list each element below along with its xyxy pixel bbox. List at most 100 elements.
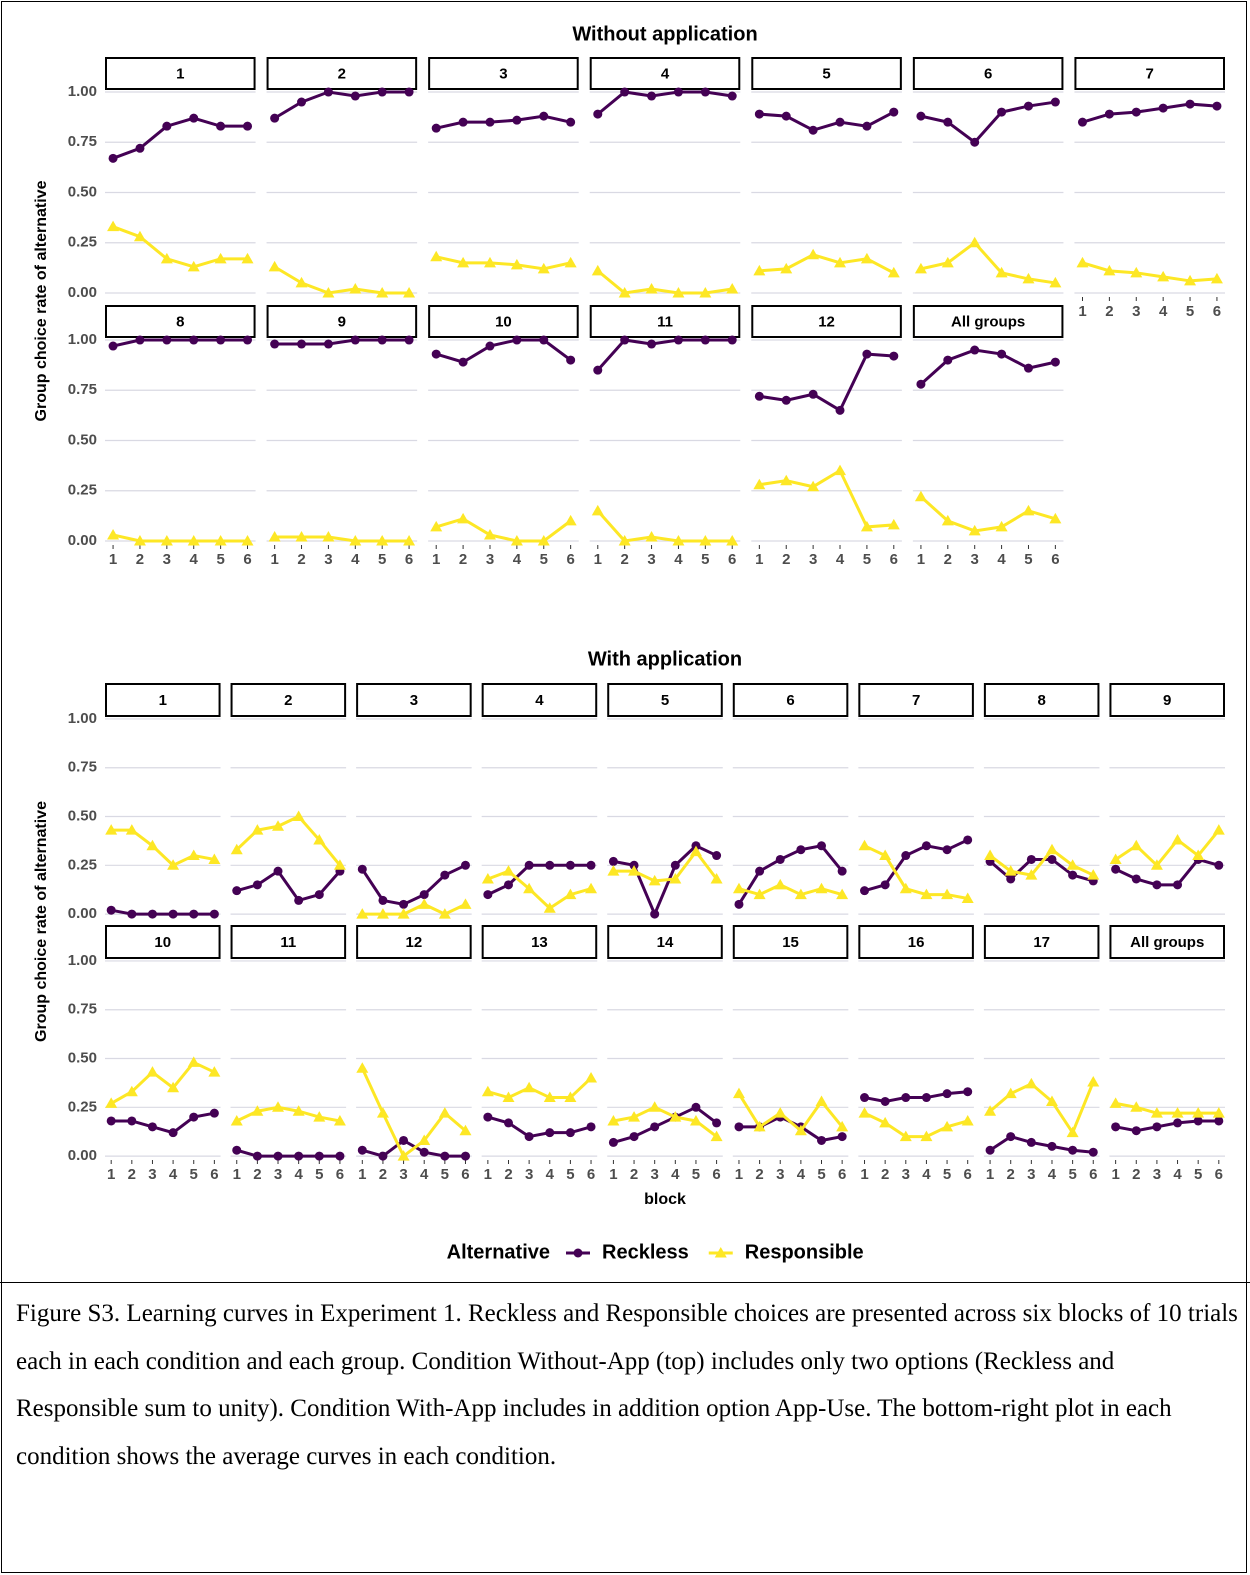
y-tick-label: 1.00	[68, 331, 97, 348]
series-line	[236, 1148, 340, 1158]
point	[252, 1151, 262, 1161]
panel-title: 7	[1146, 65, 1154, 82]
x-tick-label: 1	[986, 1166, 994, 1183]
point	[995, 520, 1008, 532]
x-tick-label: 3	[1027, 1166, 1035, 1183]
point	[430, 520, 443, 532]
point	[135, 335, 145, 345]
x-tick-label: 6	[1089, 1166, 1097, 1183]
point	[133, 230, 146, 242]
panel-title: 7	[912, 692, 920, 709]
point	[645, 282, 658, 294]
point	[565, 860, 575, 870]
point	[357, 1145, 367, 1155]
point	[1006, 1132, 1016, 1142]
strip	[732, 925, 849, 959]
point	[753, 264, 766, 276]
y-tick-label: 0.50	[68, 807, 97, 824]
legend-label: Reckless	[602, 1241, 689, 1263]
strip	[751, 57, 902, 90]
point	[502, 1091, 515, 1103]
point	[1131, 107, 1141, 117]
point	[673, 335, 683, 345]
point	[545, 1128, 555, 1138]
point	[1047, 1141, 1057, 1151]
point	[524, 1132, 534, 1142]
point	[127, 909, 137, 919]
point	[834, 256, 847, 268]
point	[807, 248, 820, 260]
x-tick-label: 1	[233, 1166, 241, 1183]
series-line	[863, 1111, 969, 1139]
point	[510, 258, 523, 270]
point	[481, 1085, 494, 1097]
point	[817, 1135, 827, 1145]
point	[147, 1122, 157, 1132]
panel-title: 2	[284, 692, 292, 709]
point	[734, 1122, 744, 1132]
strip	[732, 683, 849, 717]
point	[921, 841, 931, 851]
point	[297, 97, 307, 107]
point	[399, 1135, 409, 1145]
point	[241, 252, 254, 264]
y-tick-label: 1.00	[68, 952, 97, 969]
point	[727, 335, 737, 345]
x-tick-label: 1	[1078, 303, 1086, 320]
strip	[607, 683, 723, 717]
point	[323, 87, 333, 97]
legend-label: Responsible	[745, 1241, 864, 1263]
series-line	[111, 1111, 215, 1135]
x-tick-label: 5	[863, 551, 871, 568]
point	[1171, 1107, 1184, 1118]
panel-title: 10	[154, 934, 171, 951]
point	[460, 1151, 470, 1161]
point	[712, 1118, 722, 1128]
point	[689, 845, 702, 857]
point	[1088, 1147, 1098, 1157]
point	[620, 87, 630, 97]
series-line	[989, 1134, 1094, 1154]
point	[214, 534, 227, 546]
point	[1150, 859, 1163, 870]
point	[942, 845, 952, 855]
series-line	[112, 338, 248, 348]
panel-title: 12	[406, 934, 423, 951]
point	[647, 339, 657, 349]
strip	[266, 305, 418, 338]
point	[961, 1114, 974, 1126]
point	[127, 1116, 137, 1126]
point	[672, 286, 685, 298]
point	[524, 860, 534, 870]
point	[585, 882, 598, 894]
point	[272, 820, 285, 831]
series-line	[596, 269, 733, 295]
point	[377, 335, 387, 345]
x-tick-label: 3	[148, 1166, 156, 1183]
x-tick-label: 3	[651, 1166, 659, 1183]
point	[700, 335, 710, 345]
point	[539, 335, 549, 345]
series-line	[435, 517, 572, 543]
point	[1087, 1075, 1100, 1087]
point	[618, 534, 631, 546]
series-line	[362, 902, 467, 916]
y-tick-label: 0.00	[68, 905, 97, 922]
point	[349, 534, 362, 546]
point	[272, 1101, 285, 1112]
point	[376, 1107, 389, 1118]
point	[1087, 869, 1100, 880]
point	[1050, 97, 1060, 107]
series-line	[435, 114, 571, 130]
point	[1171, 833, 1184, 845]
series-line	[759, 352, 894, 413]
point	[168, 909, 178, 919]
x-tick-label: 6	[964, 1166, 972, 1183]
panel-title: 12	[818, 313, 835, 330]
point	[107, 528, 120, 540]
point	[970, 345, 980, 355]
x-tick-label: 6	[728, 551, 736, 568]
point	[399, 899, 409, 909]
point	[125, 1085, 138, 1097]
